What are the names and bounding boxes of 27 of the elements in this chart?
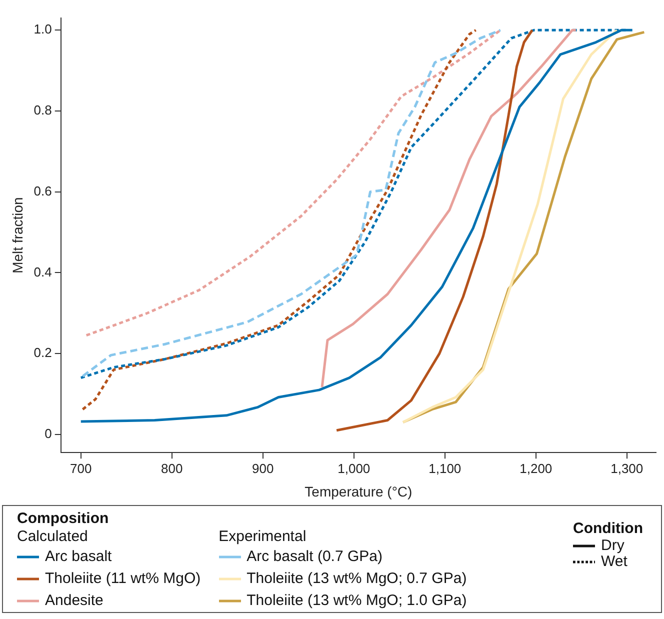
legend-title: Composition bbox=[17, 510, 110, 528]
y-tick-label: 0.2 bbox=[34, 345, 52, 360]
text: Condition bbox=[573, 520, 643, 538]
legend-label: Tholeiite (11 wt% MgO) bbox=[45, 570, 201, 587]
x-axis-title: Temperature (°C) bbox=[304, 483, 412, 500]
x-tick-label: 800 bbox=[161, 460, 183, 476]
y-tick-label: 0.8 bbox=[34, 102, 52, 118]
y-axis-title: Melt fraction bbox=[9, 197, 26, 274]
legend-label: Arc basalt bbox=[45, 548, 112, 565]
y-tick-label: 0.4 bbox=[34, 264, 52, 280]
x-tick-label: 1,200 bbox=[520, 460, 552, 476]
legend-label: Tholeiite (13 wt% MgO; 0.7 GPa) bbox=[246, 570, 467, 587]
y-tick-label: 0 bbox=[44, 426, 52, 441]
x-tick-label: 1,000 bbox=[338, 460, 370, 476]
x-tick-label: 900 bbox=[252, 460, 274, 476]
text: Dry bbox=[601, 537, 624, 554]
y-tick-label: 1.0 bbox=[34, 22, 52, 37]
x-tick-label: 1,300 bbox=[610, 460, 644, 476]
legend-label: Tholeiite (13 wt% MgO; 1.0 GPa) bbox=[246, 592, 467, 609]
text: Calculated bbox=[17, 528, 89, 546]
y-tick-label: 0.6 bbox=[34, 183, 52, 198]
x-tick-label: 700 bbox=[70, 460, 92, 476]
text: Wet bbox=[601, 553, 628, 570]
text: Experimental bbox=[218, 528, 308, 546]
legend-label: Andesite bbox=[45, 592, 104, 609]
x-tick-label: 1,100 bbox=[428, 460, 462, 476]
legend-label: Arc basalt (0.7 GPa) bbox=[246, 548, 382, 565]
